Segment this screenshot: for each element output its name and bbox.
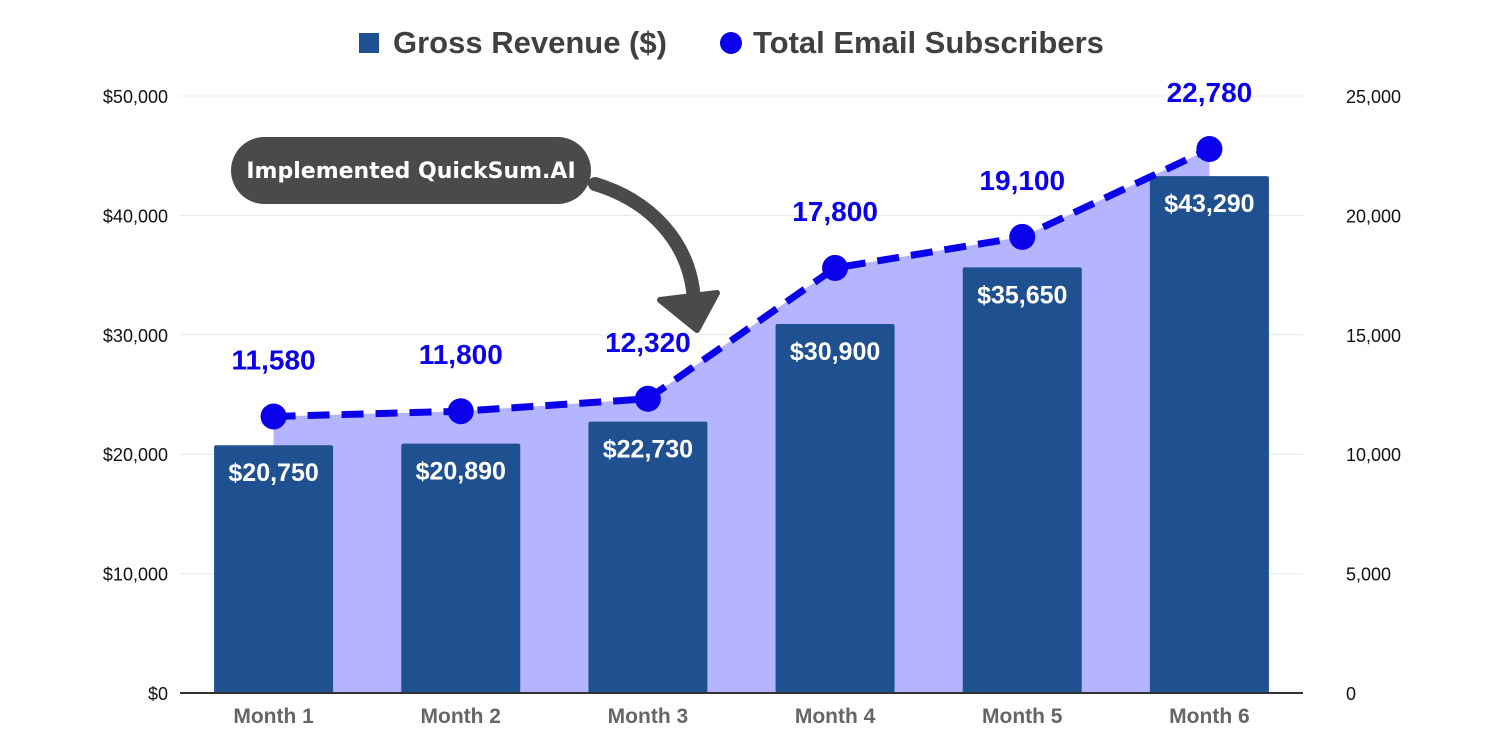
revenue-bar xyxy=(214,445,334,693)
right-axis-tick-label: 0 xyxy=(1346,684,1356,704)
left-axis-tick-label: $0 xyxy=(148,684,168,704)
legend-revenue-swatch xyxy=(359,33,379,53)
subscribers-point xyxy=(1009,223,1036,250)
subscribers-point xyxy=(1196,136,1223,163)
left-axis-tick-label: $20,000 xyxy=(103,445,168,465)
left-axis-tick-label: $10,000 xyxy=(103,565,168,585)
subscribers-dashed-line xyxy=(273,145,1211,420)
annotation-arrow-head xyxy=(657,290,720,333)
revenue-bar xyxy=(962,267,1082,693)
x-axis-category-label: Month 5 xyxy=(982,705,1063,728)
annotation-arrow-shaft xyxy=(588,177,701,307)
revenue-bar xyxy=(775,324,895,693)
subscribers-point-label: 17,800 xyxy=(792,196,878,227)
subscribers-point xyxy=(260,403,287,430)
x-axis-category-label: Month 3 xyxy=(608,705,688,728)
revenue-bar-label: $35,650 xyxy=(977,281,1067,309)
legend: Gross Revenue ($) Total Email Subscriber… xyxy=(359,25,1104,60)
revenue-bar-labels: $20,750 $20,890 $22,730 $30,900 $35,650 $43,2… xyxy=(228,190,1254,487)
revenue-bar-label: $20,890 xyxy=(416,458,506,486)
x-axis-category-labels: Month 1 Month 2 Month 3 Month 4 Month 5 Month… xyxy=(233,705,1249,728)
revenue-bar-label: $20,750 xyxy=(228,459,318,487)
subscribers-point xyxy=(447,398,474,425)
revenue-bar-label: $43,290 xyxy=(1164,190,1254,218)
x-axis-category-label: Month 1 xyxy=(233,705,314,728)
subscribers-point xyxy=(634,385,661,412)
right-axis-tick-label: 20,000 xyxy=(1346,206,1401,226)
revenue-bar-label: $30,900 xyxy=(790,338,880,366)
right-axis-tick-label: 5,000 xyxy=(1346,565,1391,585)
revenue-bars xyxy=(214,176,1269,693)
right-axis-tick-label: 25,000 xyxy=(1346,87,1401,107)
subscribers-point-labels: 11,580 11,800 12,320 17,800 19,100 22,780 xyxy=(232,77,1253,375)
legend-revenue-label: Gross Revenue ($) xyxy=(393,25,667,60)
annotation-text: Implemented QuickSum.AI xyxy=(246,159,575,184)
revenue-bar-label: $22,730 xyxy=(603,436,693,464)
revenue-bar xyxy=(588,421,708,693)
revenue-bar xyxy=(1149,176,1269,693)
subscribers-point xyxy=(822,254,849,281)
subscribers-point-label: 22,780 xyxy=(1167,77,1253,108)
left-axis-tick-label: $40,000 xyxy=(103,206,168,226)
subscribers-line xyxy=(260,136,1223,430)
x-axis-category-label: Month 6 xyxy=(1169,705,1249,728)
legend-subscribers-swatch xyxy=(720,32,742,54)
left-axis-tick-label: $30,000 xyxy=(103,326,168,346)
revenue-bar xyxy=(401,443,521,693)
left-axis-tick-label: $50,000 xyxy=(103,87,168,107)
legend-subscribers-label: Total Email Subscribers xyxy=(753,25,1104,60)
right-axis-tick-label: 15,000 xyxy=(1346,326,1401,346)
subscribers-point-label: 12,320 xyxy=(605,327,691,358)
left-axis-tick-labels: $0 $10,000 $20,000 $30,000 $40,000 $50,000 xyxy=(103,87,168,704)
annotation-bubble xyxy=(231,137,591,204)
annotation: Implemented QuickSum.AI xyxy=(231,137,720,333)
subscribers-point-label: 11,800 xyxy=(419,339,503,370)
right-axis-tick-label: 10,000 xyxy=(1346,445,1401,465)
subscribers-point-label: 11,580 xyxy=(232,344,316,375)
right-axis-tick-labels: 0 5,000 10,000 15,000 20,000 25,000 xyxy=(1346,87,1401,704)
x-axis-category-label: Month 2 xyxy=(421,705,501,728)
subscribers-point-label: 19,100 xyxy=(979,165,1065,196)
x-axis-category-label: Month 4 xyxy=(795,705,876,728)
